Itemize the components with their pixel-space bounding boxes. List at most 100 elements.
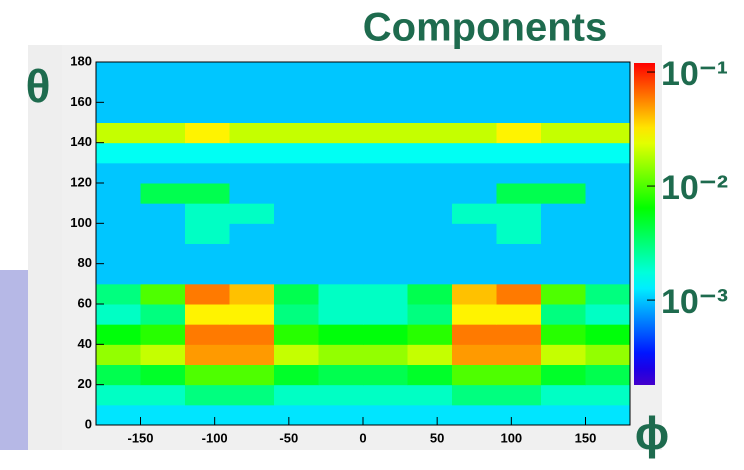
cell <box>185 82 230 103</box>
cell <box>229 243 275 265</box>
cell <box>274 364 319 386</box>
cell <box>185 344 230 365</box>
z-tick-label: 10⁻² <box>661 169 728 207</box>
cell <box>274 122 319 144</box>
cell <box>363 142 408 164</box>
cell <box>185 183 230 204</box>
cell <box>363 162 408 184</box>
cell <box>363 283 408 305</box>
cell <box>363 344 408 365</box>
cell <box>585 82 631 103</box>
y-tick-label: 180 <box>70 53 92 68</box>
cell <box>140 82 186 103</box>
cell <box>229 324 275 345</box>
cell <box>452 243 497 265</box>
side-image <box>0 270 28 450</box>
cell <box>96 162 141 184</box>
y-label: θ <box>26 60 51 112</box>
cell <box>140 384 186 406</box>
cell <box>185 324 230 345</box>
cell <box>318 263 364 285</box>
cell <box>96 344 141 365</box>
cell <box>140 183 186 204</box>
cell <box>496 162 542 184</box>
cell <box>541 142 586 164</box>
cell <box>185 62 230 83</box>
cell <box>274 142 319 164</box>
cell <box>318 243 364 265</box>
cell <box>496 364 542 386</box>
cell <box>274 62 319 83</box>
x-tick-label: 0 <box>359 430 366 445</box>
cell <box>229 263 275 285</box>
cell <box>185 162 230 184</box>
cell <box>496 62 542 83</box>
cell <box>318 82 364 103</box>
cell <box>407 404 453 426</box>
y-tick-label: 0 <box>85 416 92 431</box>
cell <box>541 263 586 285</box>
cell <box>452 102 497 123</box>
cell <box>318 404 364 426</box>
cell <box>585 324 631 345</box>
x-tick-label: 150 <box>575 430 597 445</box>
cell <box>274 324 319 345</box>
cell <box>96 102 141 123</box>
cell <box>452 263 497 285</box>
cell <box>496 203 542 224</box>
cell <box>96 404 141 426</box>
cell <box>229 344 275 365</box>
cell <box>96 283 141 305</box>
cell <box>185 122 230 144</box>
cell <box>185 364 230 386</box>
cell <box>407 162 453 184</box>
y-tick-label: 160 <box>70 94 92 109</box>
cell <box>496 102 542 123</box>
cell <box>274 283 319 305</box>
cell <box>496 142 542 164</box>
cell <box>274 183 319 204</box>
cell <box>452 304 497 325</box>
cell <box>363 384 408 406</box>
y-tick-label: 120 <box>70 174 92 189</box>
cell <box>585 102 631 123</box>
cell <box>363 102 408 123</box>
cell <box>541 183 586 204</box>
cell <box>452 162 497 184</box>
y-tick-label: 80 <box>78 255 92 270</box>
cell <box>229 162 275 184</box>
cell <box>363 183 408 204</box>
cell <box>185 243 230 265</box>
cell <box>318 223 364 244</box>
cell <box>318 384 364 406</box>
cell <box>318 102 364 123</box>
cell <box>496 82 542 103</box>
cell <box>541 223 586 244</box>
cell <box>407 243 453 265</box>
cell <box>185 404 230 426</box>
cell <box>185 263 230 285</box>
y-tick-label: 40 <box>78 336 92 351</box>
cell <box>274 203 319 224</box>
cell <box>96 384 141 406</box>
cell <box>407 384 453 406</box>
cell <box>452 384 497 406</box>
cell <box>274 243 319 265</box>
cell <box>229 223 275 244</box>
cell <box>274 102 319 123</box>
cell <box>585 384 631 406</box>
cell <box>229 404 275 426</box>
cell <box>541 344 586 365</box>
cell <box>496 404 542 426</box>
cell <box>452 344 497 365</box>
cell <box>140 283 186 305</box>
cell <box>407 223 453 244</box>
cell <box>585 263 631 285</box>
cell <box>318 283 364 305</box>
cell <box>407 344 453 365</box>
cell <box>363 122 408 144</box>
cell <box>407 183 453 204</box>
cell <box>585 404 631 426</box>
cell <box>407 364 453 386</box>
